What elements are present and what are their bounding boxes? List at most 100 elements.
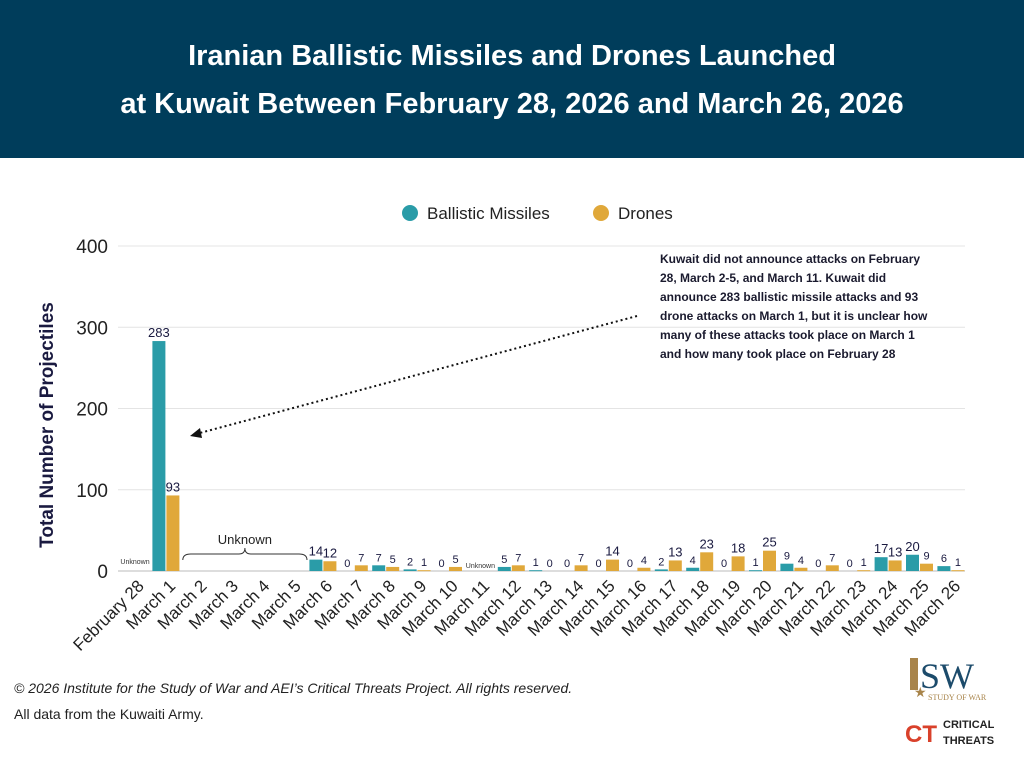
bar-drones xyxy=(166,495,180,571)
data-label: 0 xyxy=(564,558,570,570)
bar-ballistic xyxy=(152,341,166,571)
bar-drones xyxy=(606,559,619,571)
y-tick-label: 100 xyxy=(76,481,108,502)
bar-drones xyxy=(794,567,808,571)
arrowhead-icon xyxy=(190,428,202,438)
legend-marker-drones xyxy=(593,205,609,221)
data-label: 9 xyxy=(923,551,929,563)
data-label: 0 xyxy=(595,558,601,570)
data-label: 18 xyxy=(731,540,745,555)
data-label: 14 xyxy=(605,544,619,559)
data-label: 2 xyxy=(658,556,664,568)
data-label: 9 xyxy=(784,551,790,563)
bar-drones xyxy=(511,565,525,571)
y-tick-label: 300 xyxy=(76,318,108,339)
bar-ballistic xyxy=(749,570,762,572)
data-label: 93 xyxy=(166,479,180,494)
bar-ballistic xyxy=(372,565,386,571)
chart-title-line1: Iranian Ballistic Missiles and Drones La… xyxy=(188,40,836,72)
data-label: 4 xyxy=(641,555,647,567)
bar-drones xyxy=(574,565,588,571)
data-label: 7 xyxy=(376,552,382,564)
data-label: 23 xyxy=(699,536,713,551)
chart-title-line2: at Kuwait Between February 28, 2026 and … xyxy=(120,88,904,120)
data-label: 7 xyxy=(515,552,521,564)
annotation-arrow xyxy=(195,315,638,435)
unknown-brace xyxy=(182,547,308,561)
data-label: 7 xyxy=(829,552,835,564)
svg-text:SW: SW xyxy=(920,656,974,696)
data-label: 7 xyxy=(358,552,364,564)
svg-text:STUDY OF WAR: STUDY OF WAR xyxy=(928,693,987,702)
data-label: 1 xyxy=(421,557,427,569)
data-label: 5 xyxy=(501,554,507,566)
bar-drones xyxy=(731,556,745,571)
data-label: 7 xyxy=(578,552,584,564)
bar-drones xyxy=(888,560,902,571)
bar-ballistic xyxy=(906,554,919,571)
data-label: 17 xyxy=(874,541,888,556)
annotation-note: Kuwait did not announce attacks on Febru… xyxy=(660,252,928,361)
y-tick-label: 200 xyxy=(76,400,108,421)
isw-ct-logos: SW ★ STUDY OF WAR CT CRITICAL THREATS xyxy=(905,656,995,748)
bar-drones xyxy=(920,563,933,571)
svg-text:THREATS: THREATS xyxy=(943,735,994,747)
data-label: 14 xyxy=(309,544,323,559)
data-label: 283 xyxy=(148,325,170,340)
bar-ballistic xyxy=(497,566,511,571)
bar-drones xyxy=(354,565,368,571)
data-label: 6 xyxy=(941,553,947,565)
unknown-range-label: Unknown xyxy=(218,532,272,547)
y-tick-label: 400 xyxy=(76,237,108,258)
legend-label-ballistic: Ballistic Missiles xyxy=(427,204,550,223)
bar-ballistic xyxy=(403,569,417,571)
svg-text:CT: CT xyxy=(905,721,937,748)
data-label: 5 xyxy=(390,554,396,566)
data-label: 1 xyxy=(752,557,758,569)
bar-ballistic xyxy=(309,559,323,571)
bar-drones xyxy=(637,567,651,571)
bar-ballistic xyxy=(654,569,668,571)
bar-drones xyxy=(825,565,839,571)
data-label: 0 xyxy=(847,558,853,570)
data-label: 13 xyxy=(888,544,902,559)
legend-marker-ballistic xyxy=(402,205,418,221)
data-label: 0 xyxy=(721,558,727,570)
data-label: 13 xyxy=(668,544,682,559)
svg-text:CRITICAL: CRITICAL xyxy=(943,719,995,731)
bar-drones xyxy=(857,570,871,572)
data-label: 12 xyxy=(323,545,337,560)
data-label: 5 xyxy=(452,554,458,566)
data-label: 2 xyxy=(407,556,413,568)
data-label: 4 xyxy=(798,555,804,567)
data-label: 4 xyxy=(690,555,696,567)
bar-drones xyxy=(668,560,682,571)
legend-label-drones: Drones xyxy=(618,204,673,223)
data-label: 0 xyxy=(547,558,553,570)
title-banner: Iranian Ballistic Missiles and Drones La… xyxy=(0,0,1024,158)
unknown-label: Unknown xyxy=(466,563,495,570)
unknown-label: Unknown xyxy=(120,559,149,566)
bar-ballistic xyxy=(937,566,951,571)
y-tick-label: 0 xyxy=(97,562,108,583)
bar-drones xyxy=(700,552,714,571)
y-axis-label: Total Number of Projectiles xyxy=(37,302,58,548)
copyright: © 2026 Institute for the Study of War an… xyxy=(14,680,573,696)
bar-ballistic xyxy=(686,567,700,571)
bar-drones xyxy=(951,570,965,572)
data-label: 0 xyxy=(438,558,444,570)
source-note: All data from the Kuwaiti Army. xyxy=(14,706,204,722)
data-label: 0 xyxy=(627,558,633,570)
bar-drones xyxy=(449,566,462,571)
data-label: 20 xyxy=(905,539,919,554)
data-label: 25 xyxy=(762,535,776,550)
data-label: 1 xyxy=(955,557,961,569)
bar-drones xyxy=(386,566,400,571)
bar-drones xyxy=(417,570,431,572)
data-label: 0 xyxy=(815,558,821,570)
bar-drones xyxy=(763,550,776,571)
data-label: 0 xyxy=(344,558,350,570)
data-label: 1 xyxy=(861,557,867,569)
svg-text:★: ★ xyxy=(914,684,927,700)
bar-ballistic xyxy=(529,570,543,572)
